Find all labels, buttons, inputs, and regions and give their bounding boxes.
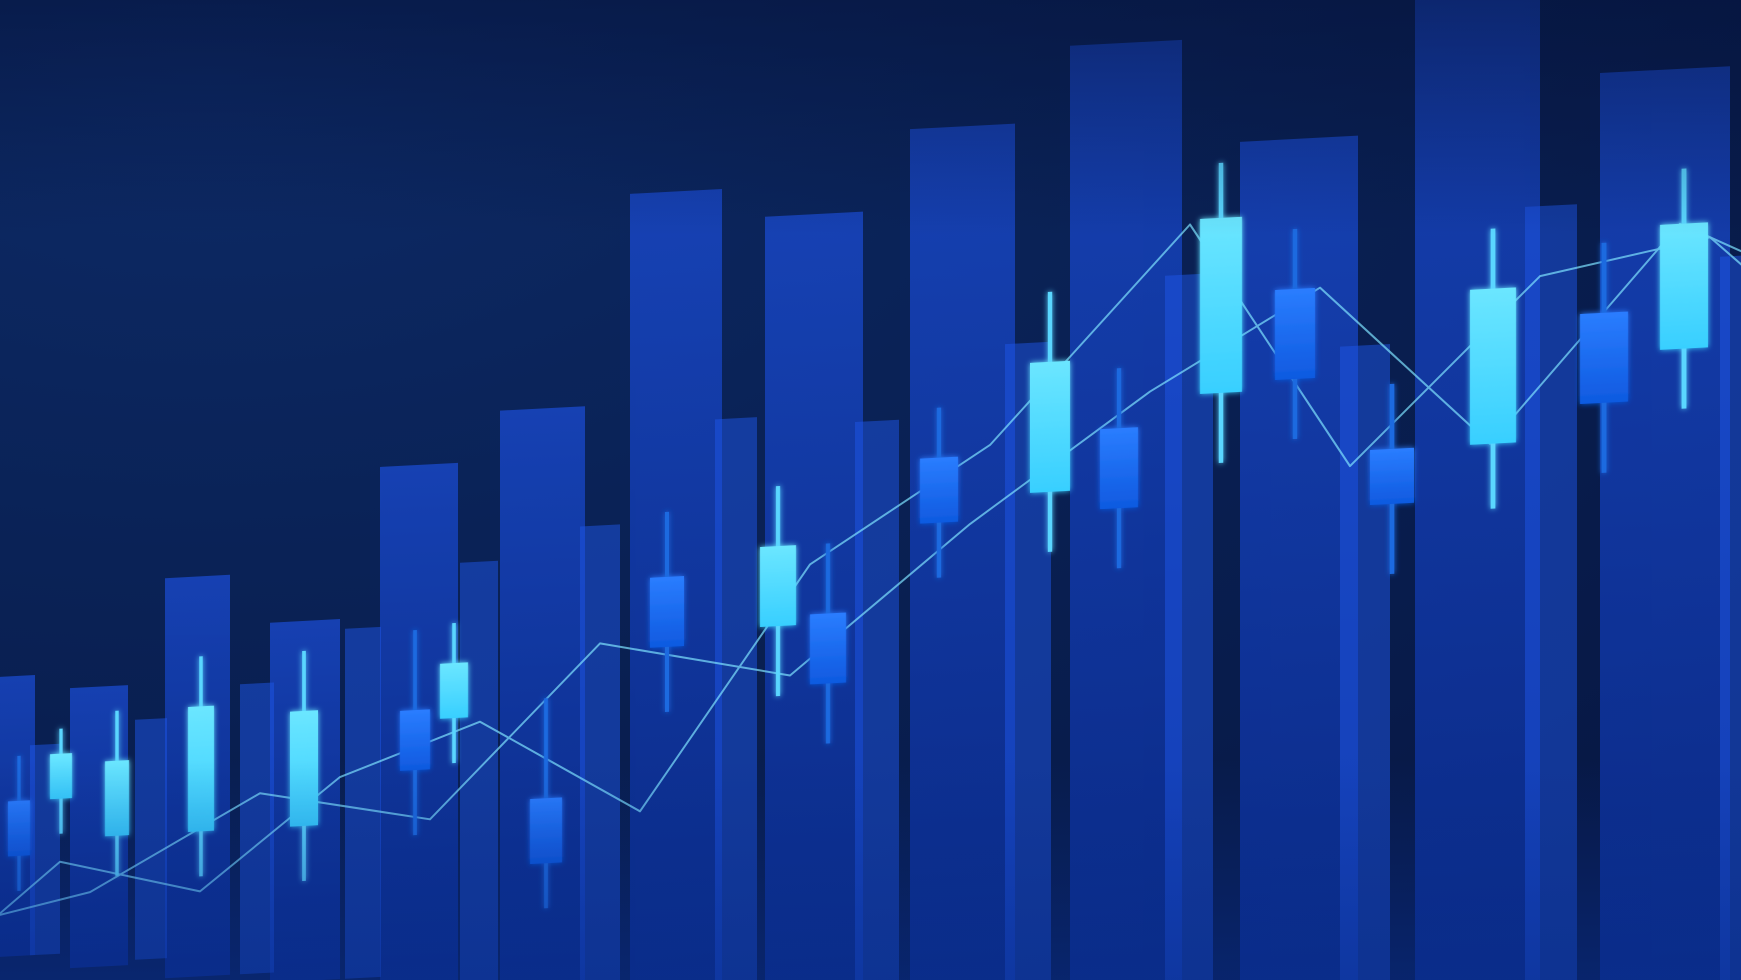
financial-chart-graphic [0,0,1741,980]
top-vignette [0,0,1741,588]
candle-body [810,613,846,685]
floor-glow [0,760,1741,980]
chart-svg [0,0,1741,980]
candle-body [440,662,468,718]
